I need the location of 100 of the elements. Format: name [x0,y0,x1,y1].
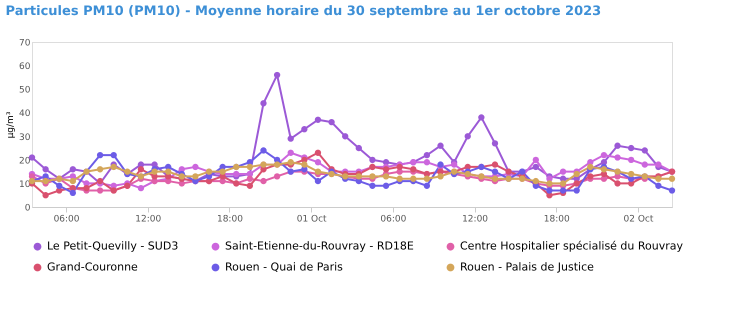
point [450,161,458,168]
point [437,161,444,168]
point [246,176,254,182]
point [437,173,444,180]
point [574,187,580,194]
point [587,164,594,170]
point [314,150,322,156]
legend-label: Rouen - Quai de Paris [225,260,344,274]
point [424,159,430,166]
point [246,182,254,189]
point [668,176,676,182]
point [560,187,566,194]
point [382,173,390,180]
point [628,144,634,152]
legend-label: Grand-Couronne [47,260,138,274]
point [165,168,172,175]
legend-label: Saint-Etienne-du-Rouvray - RD18E [225,240,414,253]
y-tick-label: 30 [19,132,31,143]
point [288,150,294,156]
x-tick-label: 06:00 [380,214,407,224]
legend-label: Centre Hospitalier spécialisé du Rouvray [460,240,684,253]
point [70,190,76,196]
point [396,176,403,182]
point [96,166,104,172]
point [437,142,444,149]
point [628,156,634,164]
point [492,176,498,182]
point [382,182,390,189]
point [478,114,485,121]
point [424,152,430,158]
point [70,166,76,172]
point [83,184,90,192]
point [260,100,267,106]
point [369,156,376,164]
point [314,168,322,175]
point [546,187,553,194]
x-tick-label: 12:00 [462,214,488,224]
point [70,178,76,184]
point [233,170,240,178]
point [301,161,308,168]
point [369,182,376,189]
x-tick-label: 01 Oct [296,214,328,224]
x-tick-label: 18:00 [544,214,570,224]
point [614,180,621,187]
point [342,133,348,140]
point [192,164,199,170]
legend-label: Rouen - Palais de Justice [460,260,594,274]
point [655,161,662,168]
point [546,180,553,187]
point [587,173,594,180]
point [42,192,49,198]
point [410,176,416,182]
y-axis-title: µg/m³ [6,111,16,138]
point [356,144,362,152]
point [628,170,634,178]
point [96,152,104,158]
point [396,164,403,170]
point [655,182,662,189]
legend-label: Le Petit-Quevilly - SUD3 [47,240,178,253]
point [600,152,608,158]
y-tick-label: 20 [19,156,31,166]
point [274,72,280,78]
point [110,152,117,158]
point [642,161,648,168]
x-tick-label: 06:00 [54,214,80,224]
point [96,187,104,194]
point [642,147,648,154]
point [532,164,539,170]
y-tick-label: 50 [19,86,31,96]
point [424,176,430,182]
point [301,126,308,132]
point [668,187,676,194]
chart-title: Particules PM10 (PM10) - Moyenne horaire du 30 septembre au 1er octobre 2023 [6,4,602,19]
point [492,168,498,175]
point [410,166,416,172]
point [260,147,267,154]
point [260,178,267,184]
point [314,116,322,123]
point [532,178,539,184]
point [560,168,566,175]
point [328,118,335,126]
point [246,164,254,170]
point [288,159,294,166]
x-tick-label: 18:00 [216,214,244,224]
point [560,180,566,187]
point [614,142,621,149]
point [492,161,498,168]
x-tick-label: 02 Oct [624,214,654,224]
point [42,166,49,172]
y-tick-label: 70 [19,38,31,48]
point [655,176,662,182]
point [110,164,117,170]
point [574,170,580,178]
point [178,173,185,180]
point [124,168,130,175]
point [382,166,390,172]
point [56,182,62,189]
point [288,135,294,142]
point [96,178,104,184]
point [219,168,226,175]
